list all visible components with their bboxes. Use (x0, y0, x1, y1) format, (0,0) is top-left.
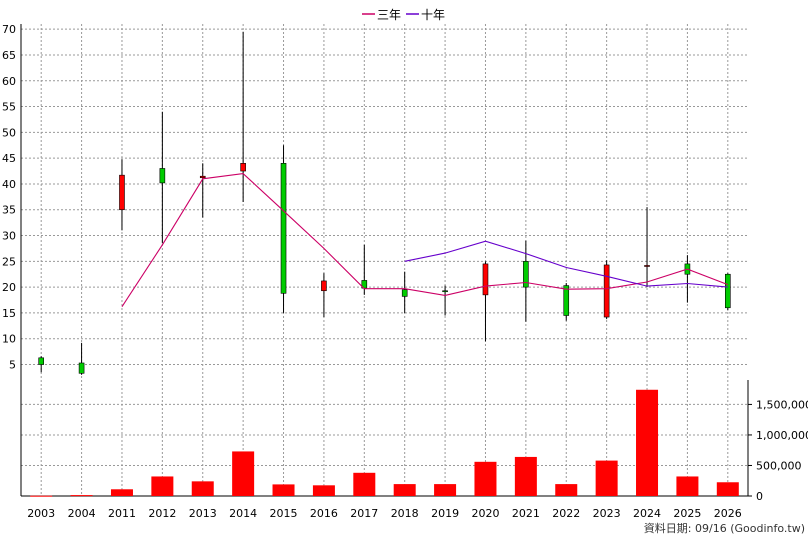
volume-bar (636, 389, 659, 496)
volume-bar (30, 495, 53, 497)
price-tick-label: 25 (2, 255, 16, 268)
volume-bar (110, 489, 133, 496)
x-tick-label: 2020 (471, 507, 499, 520)
price-tick-label: 35 (2, 204, 16, 217)
volume-bar (676, 476, 699, 496)
candle-body (38, 357, 44, 365)
candle-body (159, 168, 166, 184)
candle-body (725, 273, 731, 309)
volume-tick-label: 1,000,000 (756, 429, 808, 442)
price-tick-label: 15 (2, 307, 16, 320)
legend-label-10y: 十年 (421, 8, 445, 22)
price-tick-label: 45 (2, 152, 16, 165)
volume-bar (232, 451, 255, 496)
price-tick-label: 5 (9, 359, 16, 372)
x-tick-label: 2018 (391, 507, 419, 520)
candle-body (240, 163, 246, 172)
series-line-10y (404, 240, 728, 288)
volume-bar (272, 484, 295, 496)
candle-body (78, 362, 85, 374)
candle-body (199, 175, 206, 179)
x-tick-label: 2024 (633, 507, 661, 520)
volume-tick-label: 0 (756, 490, 763, 503)
x-tick-label: 2014 (229, 507, 257, 520)
volume-bar (151, 476, 174, 496)
volume-bar (353, 472, 376, 496)
x-tick-label: 2022 (552, 507, 580, 520)
volume-tick-label: 1,500,000 (756, 398, 808, 411)
candle-body (523, 261, 529, 288)
candle-body (119, 174, 125, 211)
candle-body (401, 289, 408, 297)
x-tick-label: 2019 (431, 507, 459, 520)
volume-bar (555, 484, 578, 496)
x-tick-label: 2011 (108, 507, 136, 520)
price-tick-label: 30 (2, 230, 16, 243)
volume-bar (716, 482, 739, 496)
x-tick-label: 2016 (310, 507, 338, 520)
volume-bar (595, 460, 618, 496)
candle-body (563, 285, 570, 316)
price-tick-label: 60 (2, 75, 16, 88)
x-tick-label: 2004 (68, 507, 96, 520)
volume-bar (70, 495, 93, 497)
series-line-3y (121, 173, 728, 308)
price-tick-label: 10 (2, 333, 16, 346)
source-note: 資料日期: 09/16 (Goodinfo.tw) (644, 521, 805, 535)
price-tick-label: 20 (2, 281, 16, 294)
candle-body (644, 265, 650, 267)
volume-bar (393, 484, 416, 496)
candle-body (442, 290, 448, 293)
x-tick-label: 2023 (593, 507, 621, 520)
legend-label-3y: 三年 (377, 8, 401, 22)
price-tick-label: 55 (2, 101, 16, 114)
x-tick-label: 2021 (512, 507, 540, 520)
price-tick-label: 70 (2, 23, 16, 36)
x-tick-label: 2017 (350, 507, 378, 520)
volume-bar (312, 485, 335, 496)
plot-area: 5101520253035404550556065700500,0001,000… (2, 23, 808, 520)
volume-bar (474, 461, 497, 496)
x-tick-label: 2015 (270, 507, 298, 520)
legend: 三年 十年 (362, 8, 445, 22)
volume-bar (191, 481, 214, 496)
candle-body (482, 263, 489, 296)
candle-body (280, 163, 287, 294)
x-tick-label: 2025 (673, 507, 701, 520)
x-tick-label: 2003 (27, 507, 55, 520)
x-tick-label: 2026 (714, 507, 742, 520)
volume-bar (434, 484, 457, 496)
price-tick-label: 50 (2, 126, 16, 139)
volume-bar (514, 456, 537, 496)
price-tick-label: 65 (2, 49, 16, 62)
candle-body (603, 264, 610, 318)
x-tick-label: 2013 (189, 507, 217, 520)
volume-tick-label: 500,000 (756, 459, 802, 472)
price-tick-label: 40 (2, 178, 16, 191)
x-tick-label: 2012 (148, 507, 176, 520)
candle-body (321, 280, 327, 292)
